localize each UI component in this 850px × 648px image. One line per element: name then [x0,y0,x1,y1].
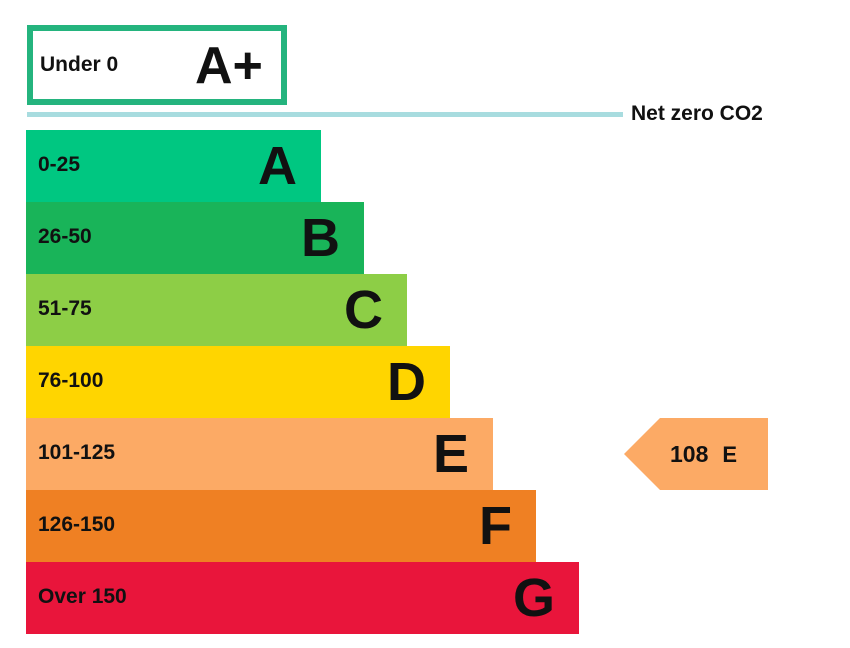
rating-band-e: 101-125 E [26,418,493,490]
band-letter: E [432,424,469,484]
rating-band-a-plus: Under 0 A+ [27,25,287,105]
band-range-label: 126-150 [38,513,116,536]
arrow-shape [624,418,768,490]
band-range-label: 26-50 [38,225,92,248]
band-letter: C [344,280,383,340]
rating-band-c: 51-75 C [26,274,407,346]
rating-band-b: 26-50 B [26,202,364,274]
band-range-label: Under 0 [40,53,119,76]
current-rating-letter: E [722,442,738,467]
net-zero-line [27,112,623,117]
band-range-label: 101-125 [38,441,116,464]
band-letter: D [387,352,426,412]
current-rating-arrow: 108 E [624,418,768,490]
net-zero-label: Net zero CO2 [631,102,763,125]
rating-band-a: 0-25 A [26,130,321,202]
band-range-label: 76-100 [38,369,104,392]
current-rating-text: 108 E [670,441,737,468]
rating-band-g: Over 150 G [26,562,579,634]
band-letter: G [512,568,555,628]
band-letter: A+ [195,37,263,95]
band-letter: B [301,208,340,268]
band-letter: A [258,136,297,196]
band-range-label: 0-25 [38,153,81,176]
rating-band-f: 126-150 F [26,490,536,562]
band-range-label: Over 150 [38,585,127,608]
band-range-label: 51-75 [38,297,92,320]
band-letter: F [479,496,512,556]
rating-band-d: 76-100 D [26,346,450,418]
current-rating-value: 108 [670,441,709,467]
